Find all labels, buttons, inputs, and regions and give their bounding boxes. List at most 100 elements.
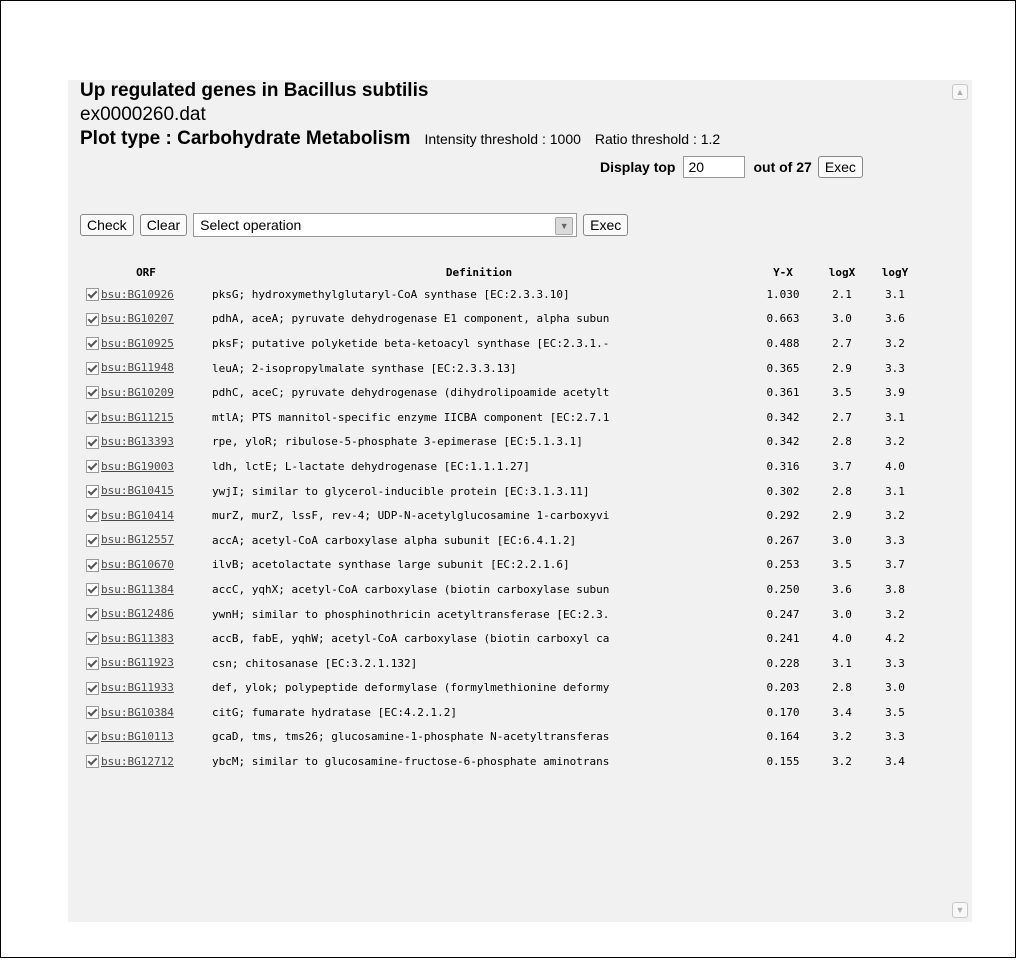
row-checkbox[interactable] <box>86 460 99 474</box>
scroll-down-arrow-icon[interactable]: ▼ <box>952 902 968 918</box>
clear-button[interactable]: Clear <box>139 214 188 236</box>
row-checkbox[interactable] <box>86 509 99 523</box>
definition-cell: csn; chitosanase [EC:3.2.1.132] <box>212 656 418 670</box>
logx-cell: 2.9 <box>832 509 852 523</box>
orf-link[interactable]: bsu:BG10209 <box>101 385 174 399</box>
row-checkbox[interactable] <box>86 435 99 449</box>
logx-cell: 2.8 <box>832 435 852 449</box>
orf-link[interactable]: bsu:BG19003 <box>101 459 174 473</box>
logx-cell: 3.7 <box>832 459 852 473</box>
orf-link[interactable]: bsu:BG10415 <box>101 484 174 498</box>
orf-link[interactable]: bsu:BG10925 <box>101 336 174 350</box>
row-checkbox[interactable] <box>86 337 99 351</box>
row-checkbox[interactable] <box>86 288 99 302</box>
orf-link[interactable]: bsu:BG11215 <box>101 410 174 424</box>
operation-select-value: Select operation <box>200 217 302 233</box>
orf-link[interactable]: bsu:BG11383 <box>101 631 174 645</box>
logx-cell: 3.4 <box>832 705 852 719</box>
orf-link[interactable]: bsu:BG11948 <box>101 361 174 375</box>
orf-cell: bsu:BG10926 <box>86 282 206 307</box>
orf-cell: bsu:BG12712 <box>86 749 206 774</box>
table-row: bsu:BG12557 accA; acetyl-CoA carboxylase … <box>86 528 920 553</box>
scroll-up-arrow-icon[interactable]: ▲ <box>952 84 968 100</box>
operation-select[interactable]: Select operation ▼ <box>193 213 578 237</box>
chevron-down-icon[interactable]: ▼ <box>555 217 574 235</box>
definition-cell: accC, yqhX; acetyl-CoA carboxylase (biot… <box>212 582 610 596</box>
row-checkbox[interactable] <box>86 386 99 400</box>
logy-cell: 3.1 <box>885 410 905 424</box>
y-x-cell: 0.155 <box>766 755 800 769</box>
row-checkbox[interactable] <box>86 632 99 646</box>
orf-cell: bsu:BG11948 <box>86 356 206 381</box>
row-checkbox[interactable] <box>86 656 99 670</box>
operation-exec-button[interactable]: Exec <box>583 214 629 236</box>
orf-link[interactable]: bsu:BG10207 <box>101 312 174 326</box>
row-checkbox[interactable] <box>86 533 99 547</box>
logx-cell: 2.1 <box>832 287 852 301</box>
logx-cell: 3.5 <box>832 558 852 572</box>
row-checkbox[interactable] <box>86 558 99 572</box>
table-row: bsu:BG10926 pksG; hydroxymethylglutaryl-C… <box>86 282 920 307</box>
definition-cell: def, ylok; polypeptide deformylase (form… <box>212 681 610 695</box>
orf-cell: bsu:BG11933 <box>86 676 206 701</box>
page-title: Up regulated genes in Bacillus subtilis <box>80 80 429 101</box>
table-row: bsu:BG12712 ybcM; similar to glucosamine-… <box>86 749 920 774</box>
logx-cell: 2.9 <box>832 361 852 375</box>
column-header-orf: ORF <box>136 265 156 279</box>
scrollbar[interactable]: ▲ ▼ <box>946 80 972 922</box>
row-checkbox[interactable] <box>86 361 99 375</box>
definition-cell: accA; acetyl-CoA carboxylase alpha subun… <box>212 533 577 547</box>
orf-link[interactable]: bsu:BG11923 <box>101 656 174 670</box>
orf-link[interactable]: bsu:BG12557 <box>101 533 174 547</box>
orf-cell: bsu:BG10113 <box>86 725 206 750</box>
logx-cell: 3.2 <box>832 755 852 769</box>
orf-link[interactable]: bsu:BG12486 <box>101 607 174 621</box>
orf-cell: bsu:BG11923 <box>86 651 206 676</box>
orf-cell: bsu:BG12557 <box>86 528 206 553</box>
orf-link[interactable]: bsu:BG11933 <box>101 681 174 695</box>
row-checkbox[interactable] <box>86 607 99 621</box>
table-row: bsu:BG11383 accB, fabE, yqhW; acetyl-CoA … <box>86 626 920 651</box>
y-x-cell: 0.247 <box>766 607 800 621</box>
definition-cell: ywnH; similar to phosphinothricin acetyl… <box>212 607 610 621</box>
orf-link[interactable]: bsu:BG10414 <box>101 508 174 522</box>
row-checkbox[interactable] <box>86 484 99 498</box>
logy-cell: 3.5 <box>885 705 905 719</box>
row-checkbox[interactable] <box>86 312 99 326</box>
check-button[interactable]: Check <box>80 214 134 236</box>
logy-cell: 3.9 <box>885 386 905 400</box>
y-x-cell: 1.030 <box>766 287 800 301</box>
logy-cell: 3.3 <box>885 656 905 670</box>
logy-cell: 4.0 <box>885 459 905 473</box>
orf-link[interactable]: bsu:BG12712 <box>101 754 174 768</box>
row-checkbox[interactable] <box>86 755 99 769</box>
table-row: bsu:BG10113 gcaD, tms, tms26; glucosamine… <box>86 725 920 750</box>
orf-link[interactable]: bsu:BG10926 <box>101 287 174 301</box>
orf-cell: bsu:BG10384 <box>86 700 206 725</box>
row-checkbox[interactable] <box>86 730 99 744</box>
orf-link[interactable]: bsu:BG10670 <box>101 558 174 572</box>
orf-cell: bsu:BG19003 <box>86 454 206 479</box>
y-x-cell: 0.342 <box>766 435 800 449</box>
orf-cell: bsu:BG10207 <box>86 307 206 332</box>
definition-cell: pdhA, aceA; pyruvate dehydrogenase E1 co… <box>212 312 610 326</box>
table-row: bsu:BG10415 ywjI; similar to glycerol-ind… <box>86 479 920 504</box>
definition-cell: ybcM; similar to glucosamine-fructose-6-… <box>212 755 610 769</box>
logx-cell: 3.1 <box>832 656 852 670</box>
display-top-input[interactable] <box>683 156 746 178</box>
orf-link[interactable]: bsu:BG10113 <box>101 730 174 744</box>
row-checkbox[interactable] <box>86 706 99 720</box>
orf-link[interactable]: bsu:BG10384 <box>101 705 174 719</box>
orf-link[interactable]: bsu:BG11384 <box>101 582 174 596</box>
orf-link[interactable]: bsu:BG13393 <box>101 435 174 449</box>
display-exec-button[interactable]: Exec <box>817 156 863 178</box>
y-x-cell: 0.253 <box>766 558 800 572</box>
logy-cell: 3.3 <box>885 533 905 547</box>
row-checkbox[interactable] <box>86 583 99 597</box>
row-checkbox[interactable] <box>86 681 99 695</box>
y-x-cell: 0.228 <box>766 656 800 670</box>
column-header-logy: logY <box>881 265 909 279</box>
row-checkbox[interactable] <box>86 411 99 425</box>
orf-cell: bsu:BG10209 <box>86 380 206 405</box>
logx-cell: 2.8 <box>832 484 852 498</box>
